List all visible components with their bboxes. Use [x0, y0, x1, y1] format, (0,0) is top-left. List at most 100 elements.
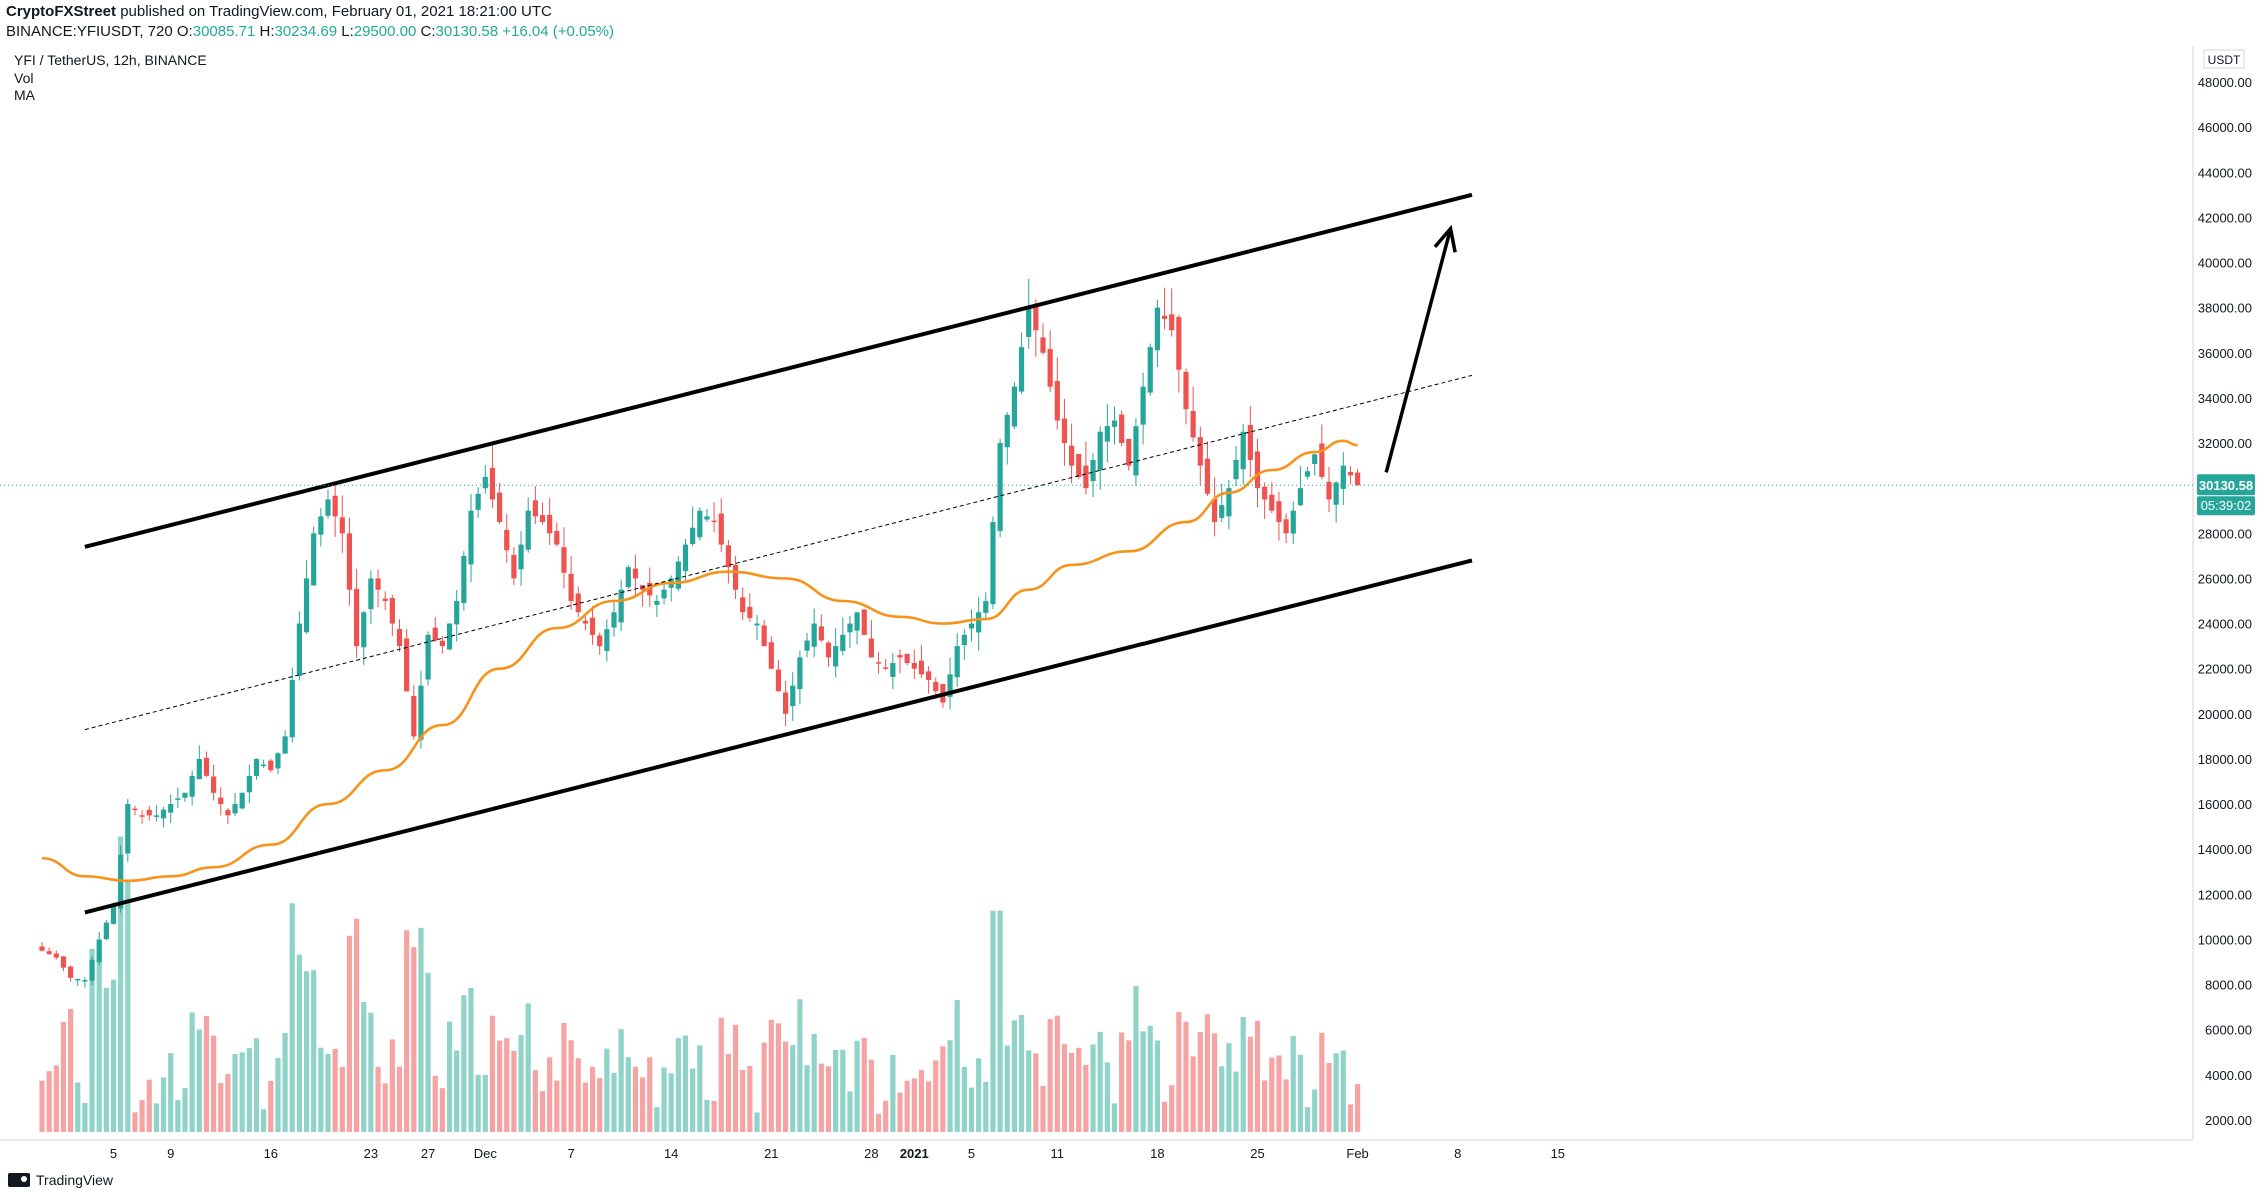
volume-bar	[1104, 1062, 1110, 1132]
candle-body	[797, 657, 803, 690]
candle-body	[1262, 486, 1268, 500]
candle	[1190, 386, 1196, 442]
candle-body	[218, 797, 224, 805]
candle	[768, 636, 774, 670]
candle-body	[132, 808, 138, 811]
volume-bar	[1147, 1025, 1153, 1132]
candle	[332, 484, 338, 537]
volume-bar	[1240, 1017, 1246, 1132]
candle-body	[861, 609, 867, 635]
candle-body	[1333, 482, 1339, 505]
candle-body	[1169, 314, 1175, 331]
candle	[1240, 424, 1246, 485]
volume-bar	[296, 954, 302, 1132]
volume-bar	[682, 1035, 689, 1132]
candle-body	[1090, 459, 1096, 482]
candle	[454, 590, 460, 642]
candle-body	[1304, 471, 1311, 477]
candle-body	[139, 815, 145, 817]
candle-body	[761, 625, 767, 647]
volume-bar	[775, 1023, 782, 1132]
candle	[640, 585, 646, 607]
candle	[1069, 423, 1075, 484]
candle	[1154, 299, 1160, 368]
volume-bar	[318, 1047, 324, 1132]
candle	[968, 609, 975, 642]
volume-bar	[1276, 1055, 1282, 1132]
candle	[525, 497, 531, 553]
candle-body	[926, 671, 932, 680]
indicator-vol[interactable]: Vol	[14, 70, 34, 86]
candle-body	[875, 662, 882, 664]
volume-bar	[1126, 1040, 1132, 1132]
volume-bar	[990, 910, 996, 1132]
candle-body	[1355, 472, 1361, 486]
volume-bar	[1326, 1062, 1332, 1132]
candle-body	[1147, 347, 1153, 393]
price-tick-label: 12000.00	[2198, 887, 2252, 902]
volume-bar	[539, 1091, 546, 1132]
candle	[775, 660, 782, 692]
price-tick-label: 20000.00	[2198, 707, 2252, 722]
candle-body	[246, 775, 252, 793]
volume-bar	[368, 1012, 374, 1132]
candle	[1219, 483, 1225, 523]
candle-body	[1312, 454, 1318, 464]
candle	[232, 793, 238, 817]
candle-body	[833, 646, 839, 667]
candle-body	[775, 669, 782, 692]
volume-bar	[897, 1092, 903, 1132]
volume-bar	[60, 1021, 67, 1132]
candle	[797, 650, 803, 705]
candle	[1004, 412, 1010, 465]
volume-bar	[1219, 1066, 1225, 1132]
candle-body	[425, 634, 431, 680]
indicator-ma[interactable]: MA	[14, 87, 35, 103]
candle-body	[382, 598, 388, 601]
volume-bar	[1183, 1021, 1189, 1132]
candle-body	[1204, 458, 1211, 494]
candle-body	[1018, 347, 1025, 392]
candle-body	[547, 514, 553, 534]
volume-bar	[725, 1053, 731, 1132]
candle-body	[1076, 454, 1082, 477]
price-tick-label: 34000.00	[2198, 391, 2252, 406]
volume-bar	[103, 987, 109, 1132]
candle	[153, 805, 159, 822]
candle	[625, 565, 631, 589]
candle	[732, 555, 739, 599]
price-tick-label: 16000.00	[2198, 797, 2252, 812]
volume-bar	[890, 1054, 896, 1132]
candle-body	[311, 533, 317, 586]
author-name[interactable]: CryptoFXStreet	[6, 3, 117, 20]
candle	[618, 579, 624, 632]
volume-bar	[547, 1057, 553, 1132]
pair-title[interactable]: YFI / TetherUS, 12h, BINANCE	[14, 52, 207, 68]
volume-bar	[1033, 1053, 1039, 1132]
candle-body	[375, 578, 381, 590]
candle	[568, 555, 574, 610]
candle-body	[825, 642, 832, 658]
volume-bar	[425, 972, 431, 1132]
volume-bar	[718, 1017, 724, 1132]
candle-body	[361, 612, 367, 648]
volume-bar	[754, 1112, 760, 1132]
candle	[225, 807, 231, 825]
candle	[1018, 332, 1025, 394]
candle	[990, 516, 996, 609]
volume-bar	[75, 1082, 81, 1132]
volume-bar	[904, 1080, 910, 1132]
candle-body	[289, 679, 295, 738]
volume-bar	[489, 1015, 496, 1132]
volume-bar	[468, 987, 474, 1132]
candle	[1126, 438, 1132, 471]
volume-bar	[961, 1066, 967, 1132]
time-tick-label: 11	[1051, 1146, 1065, 1161]
candle	[961, 629, 967, 660]
volume-bar	[1247, 1036, 1253, 1132]
candle-body	[325, 499, 331, 516]
countdown-label: 05:39:02	[2201, 498, 2252, 513]
tradingview-logo[interactable]: TradingView	[8, 1172, 113, 1188]
volume-bar	[661, 1067, 667, 1132]
